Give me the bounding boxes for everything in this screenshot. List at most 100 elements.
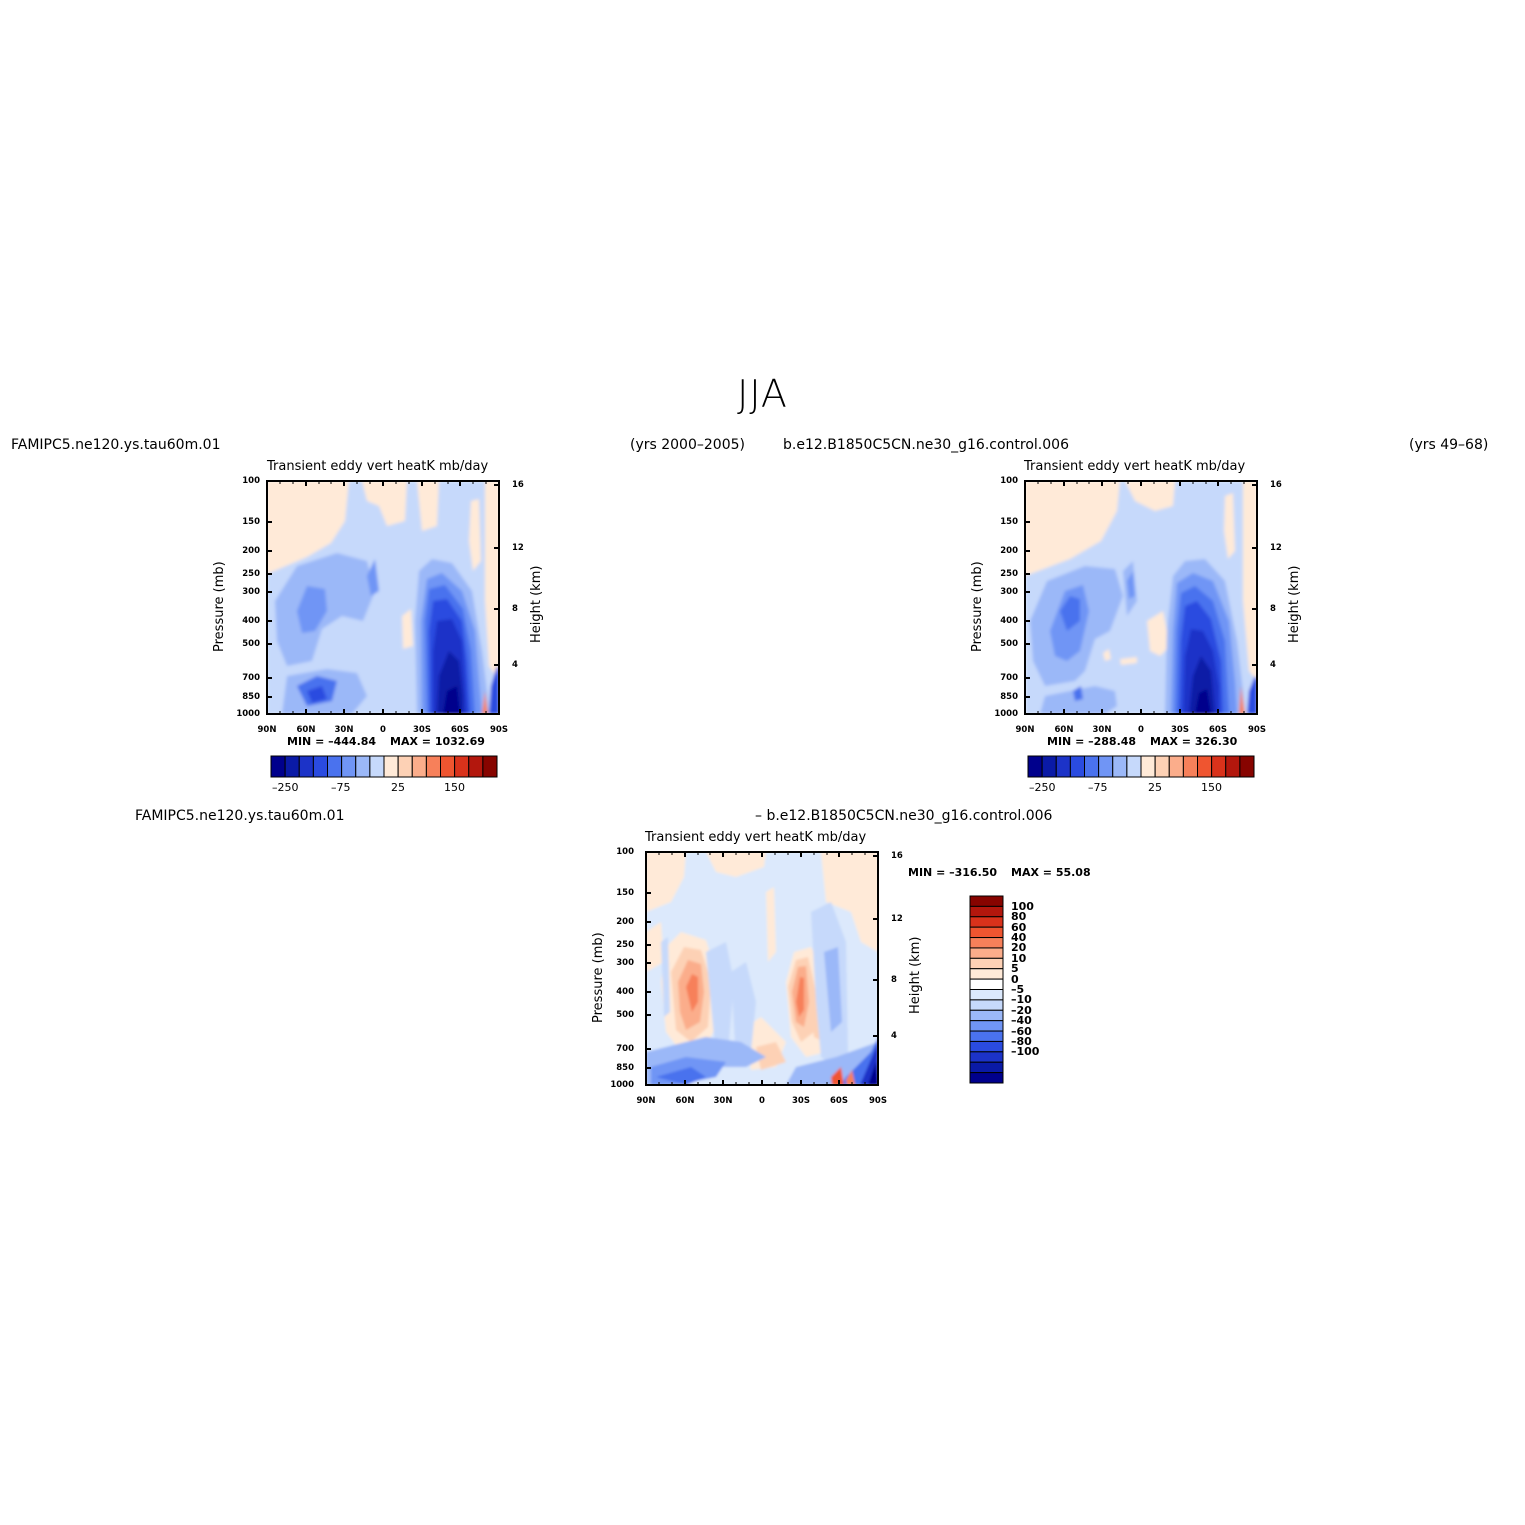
colorbar-box xyxy=(440,755,456,778)
colorbar-box xyxy=(1055,755,1071,778)
p1-ptick-500: 500 xyxy=(242,639,260,649)
p3-ptick-150: 150 xyxy=(616,888,634,898)
p1-lat-90n: 90N xyxy=(257,725,277,735)
panel2-plot xyxy=(1024,480,1258,715)
p1-htick-8: 8 xyxy=(512,604,518,614)
p2-lat-60s: 60S xyxy=(1209,725,1227,735)
colorbar-box xyxy=(969,968,1004,980)
p2-cb-label-4: 150 xyxy=(1201,781,1222,794)
panel3-title: Transient eddy vert heatK mb/day xyxy=(645,830,867,845)
p3-cb-label: 100 xyxy=(1011,899,1034,913)
case2-years: (yrs 49–68) xyxy=(1409,437,1489,453)
p2-ptick-300: 300 xyxy=(1000,587,1018,597)
p2-cb-label-3: 25 xyxy=(1148,781,1162,794)
figure-title: JJA xyxy=(737,372,788,416)
p1-cb-label-1: –250 xyxy=(272,781,299,794)
p3-htick-4: 4 xyxy=(891,1031,897,1041)
p2-colorbar xyxy=(1027,755,1255,778)
p1-cb-label-4: 150 xyxy=(444,781,465,794)
p3-ptick-400: 400 xyxy=(616,987,634,997)
colorbar-box xyxy=(1084,755,1100,778)
p2-lat-60n: 60N xyxy=(1054,725,1074,735)
p1-ptick-200: 200 xyxy=(242,546,260,556)
p2-htick-16: 16 xyxy=(1270,480,1282,490)
colorbar-box xyxy=(369,755,385,778)
colorbar-box xyxy=(1140,755,1156,778)
p1-ptick-100: 100 xyxy=(242,476,260,486)
colorbar-box xyxy=(969,905,1004,918)
p1-lat-60s: 60S xyxy=(451,725,469,735)
panel1-title: Transient eddy vert heatK mb/day xyxy=(267,459,489,474)
p1-lat-0: 0 xyxy=(380,725,386,735)
colorbar-box xyxy=(1069,755,1086,778)
p2-lat-0: 0 xyxy=(1138,725,1144,735)
colorbar-box xyxy=(1225,755,1241,778)
colorbar-box xyxy=(1239,755,1255,778)
p1-htick-16: 16 xyxy=(512,480,524,490)
colorbar-box xyxy=(482,755,498,778)
p3-ptick-200: 200 xyxy=(616,917,634,927)
p3-ylabel: Pressure (mb) xyxy=(591,932,606,1023)
p2-ptick-850: 850 xyxy=(1000,692,1018,702)
p1-lat-90s: 90S xyxy=(490,725,508,735)
colorbar-box xyxy=(284,755,300,778)
p1-ptick-150: 150 xyxy=(242,517,260,527)
p3-cb-label: –20 xyxy=(1011,1003,1032,1017)
p3-cb-label: –60 xyxy=(1011,1024,1032,1038)
colorbar-box xyxy=(969,957,1004,970)
colorbar-box xyxy=(1041,755,1057,778)
p2-cb-label-2: –75 xyxy=(1088,781,1108,794)
colorbar-box xyxy=(425,755,442,778)
colorbar-box xyxy=(411,755,427,778)
colorbar-box xyxy=(969,1020,1004,1032)
colorbar-box xyxy=(969,1051,1004,1063)
p3-cb-label: –5 xyxy=(1011,983,1025,996)
p3-lat-60s: 60S xyxy=(830,1096,848,1106)
colorbar-box xyxy=(1098,755,1114,778)
p3-cb-label: –10 xyxy=(1011,993,1032,1007)
case1-name: FAMIPC5.ne120.ys.tau60m.01 xyxy=(11,437,221,453)
p3-cb-label: 20 xyxy=(1011,941,1027,955)
colorbar-box xyxy=(969,926,1004,939)
panel3-plot xyxy=(645,851,879,1086)
p3-lat-30s: 30S xyxy=(792,1096,810,1106)
p2-htick-12: 12 xyxy=(1270,543,1282,553)
colorbar-box xyxy=(298,755,314,778)
p3-lat-0: 0 xyxy=(759,1096,765,1106)
p3-ptick-850: 850 xyxy=(616,1063,634,1073)
diff-case-line2: – b.e12.B1850C5CN.ne30_g16.control.006 xyxy=(755,808,1053,824)
p3-lat-30n: 30N xyxy=(713,1096,733,1106)
colorbar-box xyxy=(969,978,1004,991)
colorbar-box xyxy=(1211,755,1227,778)
p3-ptick-250: 250 xyxy=(616,940,634,950)
p2-ptick-1000: 1000 xyxy=(994,709,1018,719)
colorbar-box xyxy=(1126,755,1142,778)
colorbar-box xyxy=(969,1009,1004,1022)
p1-htick-4: 4 xyxy=(512,660,518,670)
colorbar-box xyxy=(969,1040,1004,1053)
colorbar-box xyxy=(969,947,1004,959)
p2-lat-90n: 90N xyxy=(1015,725,1035,735)
p2-ptick-200: 200 xyxy=(1000,546,1018,556)
p1-lat-30n: 30N xyxy=(334,725,354,735)
colorbar-box xyxy=(969,1061,1004,1074)
p2-ptick-250: 250 xyxy=(1000,569,1018,579)
colorbar-box xyxy=(1182,755,1199,778)
colorbar-box xyxy=(383,755,399,778)
panel2-title: Transient eddy vert heatK mb/day xyxy=(1024,459,1246,474)
p3-ptick-100: 100 xyxy=(616,847,634,857)
p3-cb-label: –100 xyxy=(1011,1045,1040,1059)
p2-lat-30s: 30S xyxy=(1171,725,1189,735)
p1-ylabel: Pressure (mb) xyxy=(212,561,227,652)
p2-lat-30n: 30N xyxy=(1092,725,1112,735)
colorbar-box xyxy=(1197,755,1213,778)
p1-lat-60n: 60N xyxy=(296,725,316,735)
p2-ylabel: Pressure (mb) xyxy=(970,561,985,652)
p3-cb-label: –80 xyxy=(1011,1034,1032,1048)
p2-htick-4: 4 xyxy=(1270,660,1276,670)
p3-cb-label: 5 xyxy=(1011,962,1019,976)
p3-cb-label: –40 xyxy=(1011,1014,1032,1028)
colorbar-box xyxy=(969,895,1004,907)
p1-htick-12: 12 xyxy=(512,543,524,553)
colorbar-box xyxy=(969,989,1004,1001)
